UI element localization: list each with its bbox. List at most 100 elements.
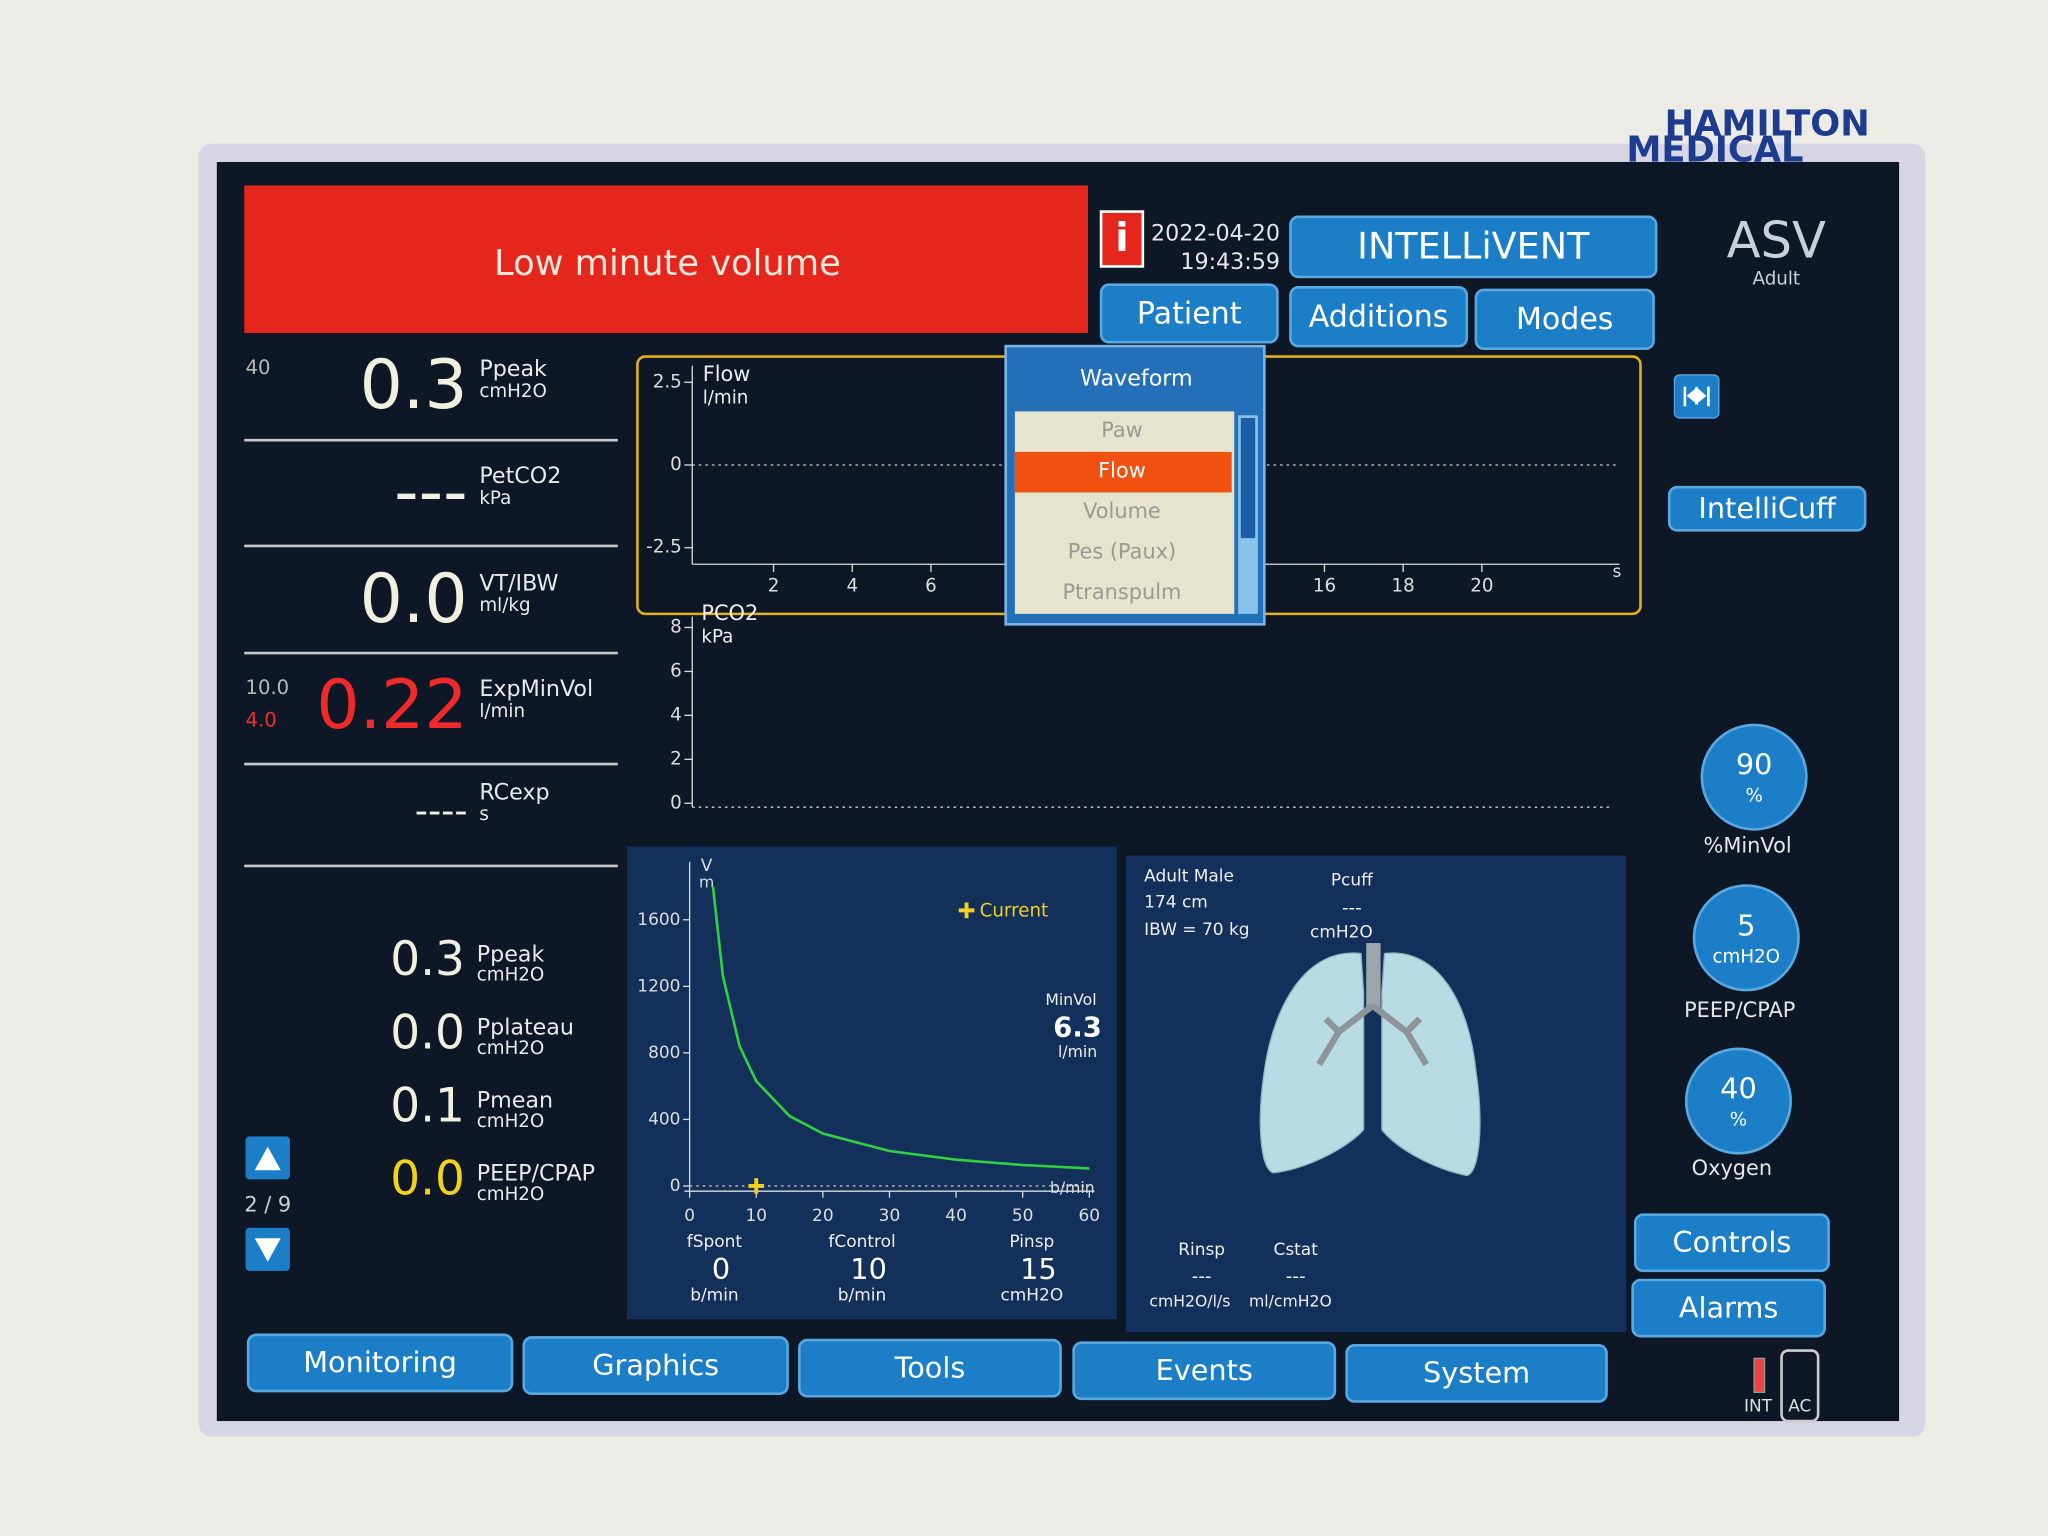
y-tick-label: 1200	[637, 976, 680, 996]
y-axis-unit: m	[699, 872, 714, 891]
menu-option: Ptranspulm	[1063, 580, 1182, 604]
down-arrow	[254, 1238, 281, 1262]
tab[interactable]	[1345, 1344, 1608, 1403]
control-knob[interactable]	[1700, 723, 1808, 831]
y-tick-label: 4	[670, 704, 682, 725]
top-button[interactable]	[1289, 286, 1469, 348]
y-tick-label: 0	[670, 792, 682, 813]
legend-label: Current	[980, 901, 1049, 922]
menu-list	[1014, 411, 1235, 614]
tab-label: Graphics	[592, 1348, 719, 1382]
monitor-value: ---	[394, 453, 468, 532]
y-tick-label: 1600	[637, 910, 680, 930]
x-tick-label: 60	[1079, 1206, 1101, 1226]
right-lung	[1381, 952, 1481, 1177]
brand-line2: MEDICAL	[1626, 130, 1803, 171]
x-tick-label: 0	[684, 1206, 695, 1226]
y-tick-label: 2	[670, 748, 682, 769]
menu-title: Waveform	[1080, 365, 1193, 391]
x-tick-label: 30	[879, 1206, 901, 1226]
graph-unit: kPa	[701, 626, 733, 647]
intellicuff-button[interactable]	[1667, 485, 1867, 532]
param-unit: cmH2O	[1000, 1286, 1063, 1306]
monitor-value: 0.22	[316, 666, 467, 745]
info-button[interactable]	[1099, 210, 1145, 268]
x-tick-label: 16	[1313, 575, 1336, 596]
x-tick-label: 50	[1012, 1206, 1034, 1226]
monitor-name: Ppeak	[479, 356, 547, 382]
secondary-value: 0.0	[390, 1152, 465, 1207]
rinsp-name: Rinsp	[1178, 1240, 1225, 1260]
intellicuff-button-label: IntelliCuff	[1698, 491, 1837, 525]
control-knob[interactable]	[1684, 1047, 1792, 1155]
control-value: 90	[1736, 748, 1773, 782]
side-button-label: Controls	[1673, 1225, 1792, 1259]
side-button[interactable]	[1631, 1278, 1826, 1338]
side-button-label: Alarms	[1679, 1290, 1778, 1324]
lungs	[1259, 943, 1481, 1177]
pcuff-value: ---	[1342, 898, 1362, 919]
limit-high: 40	[246, 356, 271, 379]
param-unit: b/min	[690, 1286, 739, 1306]
cstat-unit: ml/cmH2O	[1249, 1292, 1332, 1311]
control-unit: cmH2O	[1712, 946, 1780, 967]
secondary-name: Ppeak	[477, 941, 545, 967]
param-value: 15	[1020, 1252, 1057, 1286]
control-knob[interactable]	[1692, 884, 1800, 992]
tab-label: System	[1423, 1356, 1530, 1390]
secondary-name: PEEP/CPAP	[477, 1161, 595, 1187]
minvol-value: 6.3	[1053, 1013, 1102, 1044]
monitor-unit: kPa	[479, 488, 511, 509]
y-tick-label: 800	[648, 1043, 680, 1063]
y-tick-label: 2.5	[653, 371, 682, 392]
monitor-value: 0.0	[360, 560, 468, 639]
time: 19:43:59	[1180, 249, 1280, 275]
tab[interactable]	[246, 1333, 514, 1393]
control-value: 5	[1737, 908, 1755, 942]
top-button-label: INTELLiVENT	[1357, 225, 1590, 268]
x-tick-label: 40	[945, 1206, 967, 1226]
menu-selection[interactable]	[1014, 451, 1232, 493]
top-button-label: Patient	[1137, 296, 1242, 331]
side-button[interactable]	[1633, 1213, 1830, 1273]
top-button[interactable]	[1474, 288, 1655, 351]
y-tick-label: 0	[670, 454, 682, 475]
secondary-value: 0.0	[390, 1005, 465, 1060]
tab[interactable]	[522, 1336, 789, 1395]
menu-option: Flow	[1098, 459, 1146, 483]
control-name: PEEP/CPAP	[1684, 998, 1795, 1022]
tab[interactable]	[798, 1338, 1062, 1398]
secondary-unit: cmH2O	[477, 1038, 545, 1059]
monitor-name: ExpMinVol	[479, 676, 593, 702]
monitor-name: PetCO2	[479, 463, 561, 489]
menu-option: Pes (Paux)	[1068, 539, 1177, 563]
monitor-name: RCexp	[479, 779, 549, 805]
limit-low: 4.0	[246, 708, 277, 731]
minvol-unit: l/min	[1058, 1042, 1097, 1061]
mode-name: ASV	[1727, 212, 1826, 270]
plug-frame	[1780, 1349, 1820, 1423]
control-name: %MinVol	[1704, 833, 1792, 857]
cstat-value: ---	[1286, 1266, 1306, 1287]
monitor-unit: s	[479, 804, 489, 825]
x-tick-label: 2	[768, 575, 780, 596]
graph-label: Flow	[703, 362, 751, 386]
control-unit: %	[1730, 1110, 1747, 1131]
top-button[interactable]	[1099, 283, 1279, 344]
limit-high: 10.0	[246, 676, 290, 699]
tab-label: Events	[1156, 1353, 1253, 1387]
monitor-value: ----	[415, 789, 468, 832]
mode-group: Adult	[1753, 269, 1801, 290]
x-tick-label: 6	[925, 575, 937, 596]
top-button[interactable]	[1289, 215, 1658, 279]
menu-option: Volume	[1083, 499, 1161, 523]
target-curve	[711, 886, 1090, 1170]
menu-option: Paw	[1101, 418, 1143, 442]
battery-icon	[1753, 1357, 1766, 1393]
trachea	[1366, 943, 1381, 1009]
alarm-bar	[244, 185, 1089, 334]
y-tick-label: 0	[670, 1176, 681, 1196]
graph-unit: l/min	[703, 387, 749, 408]
tab[interactable]	[1072, 1341, 1337, 1401]
